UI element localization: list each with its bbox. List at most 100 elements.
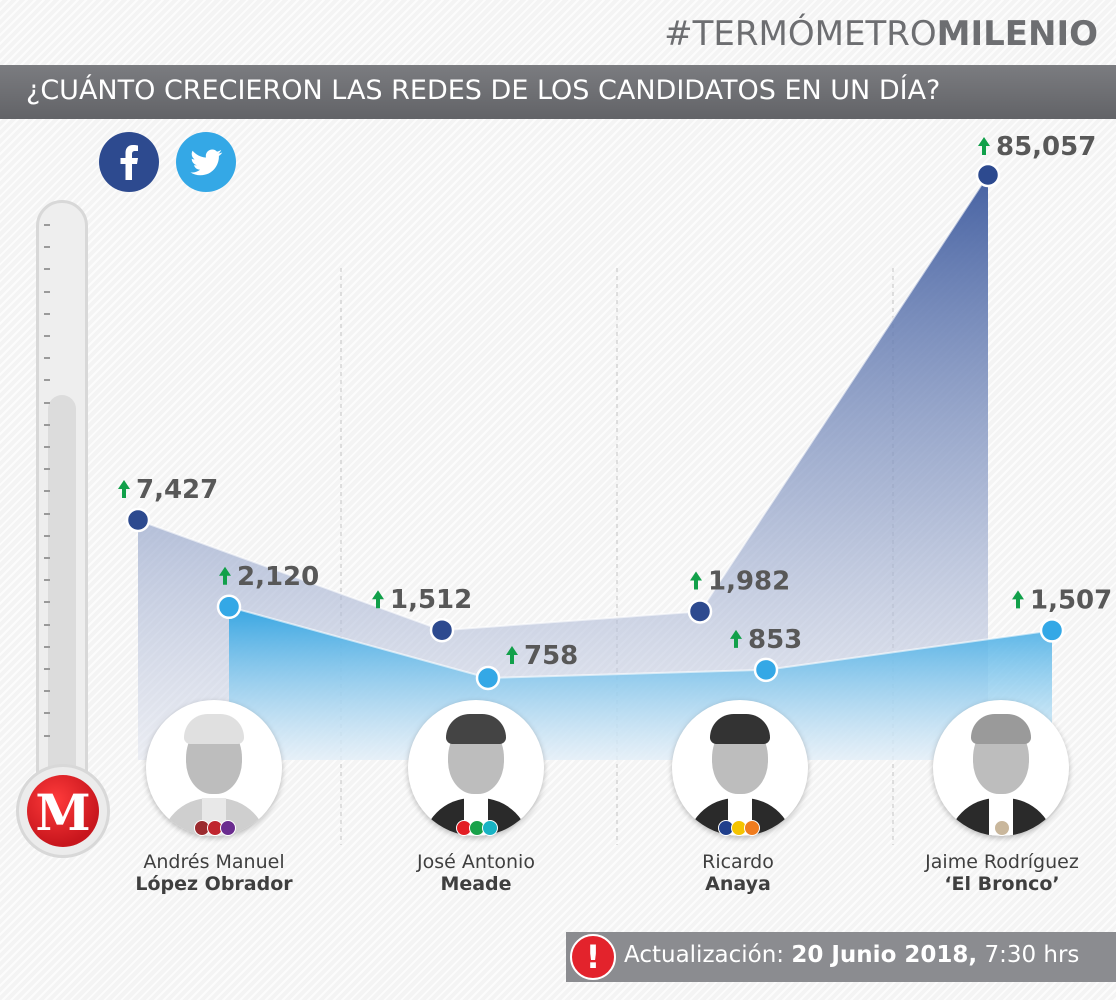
thermometer-fill: [48, 395, 76, 815]
up-arrow-icon: [690, 571, 702, 590]
up-arrow-icon: [730, 629, 742, 648]
facebook-value-label: 7,427: [118, 475, 218, 505]
candidate-last-name: Anaya: [705, 873, 771, 895]
thermometer-tick: [44, 446, 50, 448]
thermometer-tick: [44, 423, 50, 426]
data-label: 853: [748, 625, 802, 655]
thermometer-tick: [44, 690, 50, 693]
portrait-el-bronco: [933, 700, 1069, 836]
thermometer-tick: [44, 534, 50, 537]
facebook-line: [137, 174, 989, 632]
page-title: ¿CUÁNTO CRECIERON LAS REDES DE LOS CANDI…: [26, 75, 941, 106]
candidate-first-name: Jaime Rodríguez: [925, 851, 1079, 873]
facebook-point: [975, 162, 1001, 188]
twitter-point: [475, 665, 501, 691]
up-arrow-icon: [978, 137, 990, 155]
thermometer-tick: [44, 312, 50, 315]
twitter-value-label: 1,507: [1012, 585, 1112, 615]
alert-icon: !: [570, 934, 616, 980]
party-color-dot: [482, 820, 498, 836]
data-label: 758: [524, 641, 578, 671]
candidate-first-name: Ricardo: [702, 851, 774, 873]
title-bar: ¿CUÁNTO CRECIERON LAS REDES DE LOS CANDI…: [0, 65, 1116, 119]
facebook-point: [125, 507, 151, 533]
facebook-value-label: 1,982: [690, 566, 790, 596]
thermometer-tick: [44, 712, 50, 715]
candidate-name-el-bronco: Jaime Rodríguez ‘El Bronco’: [892, 851, 1112, 895]
data-label: 1,982: [708, 566, 790, 596]
data-label: 1,507: [1030, 585, 1112, 615]
portrait-meade: [408, 700, 544, 836]
thermometer-tick: [44, 246, 50, 249]
data-label: 85,057: [996, 132, 1096, 162]
twitter-icon: [176, 132, 236, 192]
up-arrow-icon: [506, 646, 518, 664]
thermometer-tick: [44, 335, 50, 337]
logo-letter: M: [35, 783, 91, 842]
update-label: Actualización:: [624, 942, 785, 968]
milenio-logo: M: [27, 775, 99, 847]
data-label: 7,427: [136, 475, 218, 505]
twitter-point: [753, 657, 779, 683]
thermometer-tick: [44, 512, 50, 515]
candidate-first-name: José Antonio: [417, 851, 535, 873]
candidate-name-meade: José Antonio Meade: [366, 851, 586, 895]
data-label: 1,512: [390, 585, 472, 615]
data-label: 2,120: [237, 562, 319, 592]
party-dots-el-bronco: [994, 820, 1010, 836]
thermometer-tick: [44, 268, 50, 271]
hashtag-bold: MILENIO: [936, 14, 1098, 54]
thermometer-tick: [44, 579, 50, 582]
thermometer-tick: [44, 668, 50, 670]
update-bar: ! Actualización: 20 Junio 2018, 7:30 hrs: [566, 932, 1116, 982]
up-arrow-icon: [372, 590, 384, 609]
portrait-lopez-obrador: [146, 700, 282, 836]
up-arrow-icon: [118, 480, 130, 498]
twitter-value-label: 853: [730, 625, 802, 655]
party-dots-anaya: [718, 820, 760, 836]
candidate-last-name: Meade: [440, 873, 512, 895]
facebook-value-label: 1,512: [372, 585, 472, 615]
update-date: 20 Junio 2018,: [791, 942, 978, 968]
thermometer-tick: [44, 623, 50, 626]
hashtag-light: #TERMÓMETRO: [664, 14, 937, 54]
candidate-last-name: López Obrador: [135, 873, 293, 895]
facebook-area: [138, 175, 988, 760]
thermometer-tick: [44, 357, 50, 360]
facebook-point: [429, 617, 455, 643]
thermometer-tick: [44, 379, 50, 382]
thermometer-tick: [44, 490, 50, 493]
thermometer-tick: [44, 224, 50, 226]
thermometer-tick: [44, 601, 50, 604]
update-time: 7:30 hrs: [984, 942, 1080, 968]
twitter-point: [1039, 618, 1065, 643]
twitter-point: [216, 594, 242, 620]
candidate-name-lopez-obrador: Andrés Manuel López Obrador: [104, 851, 324, 895]
twitter-line: [228, 605, 1053, 680]
party-color-dot: [744, 820, 760, 836]
thermometer-tick: [44, 645, 50, 648]
party-dots-lopez-obrador: [194, 820, 236, 836]
up-arrow-icon: [219, 566, 231, 585]
portrait-anaya: [672, 700, 808, 836]
party-dots-meade: [456, 820, 498, 836]
up-arrow-icon: [1012, 590, 1024, 609]
candidate-last-name: ‘El Bronco’: [944, 873, 1060, 895]
candidate-name-anaya: Ricardo Anaya: [628, 851, 848, 895]
hashtag-title: #TERMÓMETROMILENIO: [664, 14, 1098, 54]
thermometer-tick: [44, 468, 50, 471]
twitter-value-label: 2,120: [219, 562, 319, 592]
facebook-value-label: 85,057: [978, 132, 1096, 162]
thermometer-tick: [44, 290, 50, 293]
thermometer-tick: [44, 401, 50, 404]
update-text: Actualización: 20 Junio 2018, 7:30 hrs: [624, 942, 1079, 968]
facebook-point: [687, 599, 713, 624]
candidate-first-name: Andrés Manuel: [143, 851, 285, 873]
facebook-icon: [99, 132, 159, 192]
thermometer-tick: [44, 734, 50, 737]
twitter-value-label: 758: [506, 641, 578, 671]
thermometer-tick: [44, 557, 50, 559]
party-color-dot: [220, 820, 236, 836]
party-color-dot: [994, 820, 1010, 836]
